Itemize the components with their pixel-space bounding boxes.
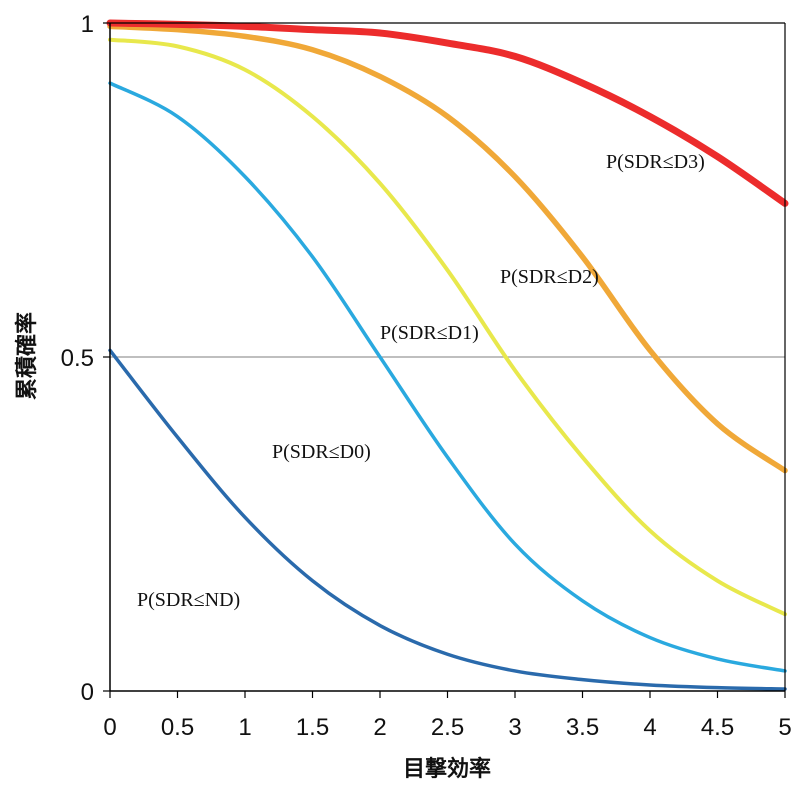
x-tick-label: 3 (508, 714, 521, 741)
x-tick-label: 3.5 (566, 714, 599, 741)
series-label-3: P(SDR≤D2) (500, 266, 599, 288)
y-tick-label: 0.5 (61, 345, 94, 372)
x-axis-title: 目撃効率 (403, 756, 491, 782)
x-tick-label: 2 (373, 714, 386, 741)
series-label-2: P(SDR≤D1) (380, 322, 479, 344)
series-line-1 (108, 81, 787, 673)
y-axis-title: 累積確率 (14, 312, 40, 400)
x-tick-label: 1 (238, 714, 251, 741)
series-label-0: P(SDR≤ND) (137, 589, 240, 611)
series-label-4: P(SDR≤D3) (606, 151, 705, 173)
x-tick-label: 0.5 (161, 714, 194, 741)
x-tick-label: 1.5 (296, 714, 329, 741)
series-layer (106, 19, 789, 691)
x-tick-label: 0 (103, 714, 116, 741)
series-labels-layer: P(SDR≤ND) P(SDR≤D0) P(SDR≤D1) P(SDR≤D2) P(SD… (137, 151, 705, 611)
series-label-1: P(SDR≤D0) (272, 441, 371, 463)
x-tick-label: 2.5 (431, 714, 464, 741)
y-tick-label: 0 (81, 679, 94, 706)
series-line-0 (108, 348, 787, 691)
x-tick-label: 5 (778, 714, 791, 741)
series-line-4 (106, 19, 789, 207)
series-line-2 (108, 37, 787, 617)
y-tick-label: 1 (81, 11, 94, 38)
x-tick-label: 4 (643, 714, 656, 741)
series-line-3 (107, 23, 788, 474)
tick-labels-layer: 0 0.5 1 1.5 2 2.5 3 3.5 4 4.5 5 0 0.5 1 (61, 11, 792, 741)
x-tick-label: 4.5 (701, 714, 734, 741)
